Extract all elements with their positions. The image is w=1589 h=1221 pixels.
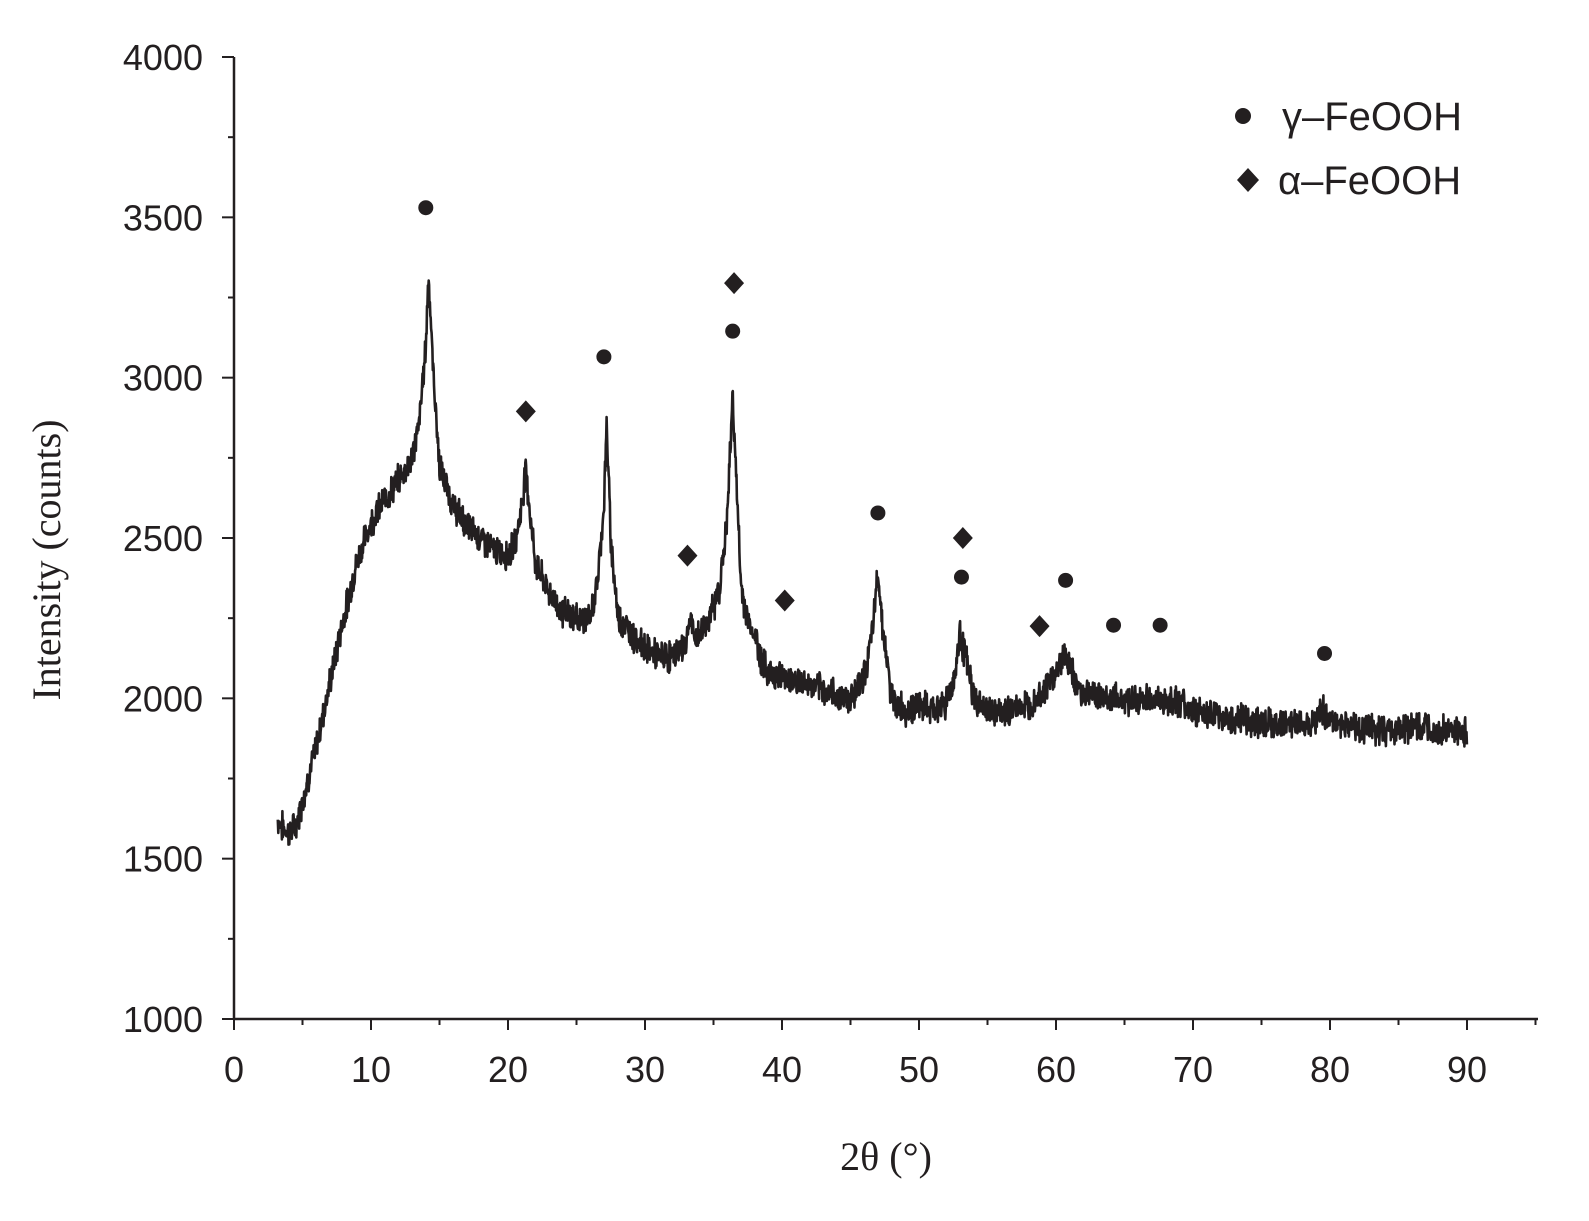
legend-diamond-marker	[1237, 168, 1259, 192]
y-tick-label: 3000	[123, 358, 203, 399]
alpha-feooh-peak-marker	[515, 400, 536, 423]
x-tick-label: 60	[1036, 1049, 1076, 1090]
y-tick-label: 1000	[123, 999, 203, 1040]
series-line	[276, 279, 1469, 846]
gamma-feooh-peak-marker	[953, 569, 969, 585]
legend-label-gamma-feooh: γ–FeOOH	[1282, 95, 1462, 139]
x-tick-label: 40	[762, 1049, 802, 1090]
alpha-feooh-peak-marker	[677, 544, 698, 567]
x-tick-labels: 0 10 20 30 40 50 60 70 80 90	[224, 1049, 1487, 1090]
x-tick-label: 70	[1173, 1049, 1213, 1090]
x-tick-label: 0	[224, 1049, 244, 1090]
alpha-feooh-peak-marker	[952, 527, 973, 549]
alpha-feooh-peak-marker	[1029, 615, 1050, 638]
gamma-feooh-peak-marker	[870, 505, 886, 521]
peak-markers	[418, 200, 1333, 661]
x-tick-label: 90	[1447, 1049, 1487, 1090]
x-tick-label: 50	[899, 1049, 939, 1090]
gamma-feooh-peak-marker	[418, 200, 434, 216]
x-tick-label: 80	[1310, 1049, 1350, 1090]
alpha-feooh-peak-marker	[724, 272, 745, 295]
x-tick-label: 20	[488, 1049, 528, 1090]
y-tick-label: 2000	[123, 678, 203, 719]
y-tick-label: 2500	[123, 518, 203, 559]
gamma-feooh-peak-marker	[1152, 617, 1168, 633]
y-tick-label: 1500	[123, 839, 203, 880]
legend: γ–FeOOH α–FeOOH	[1235, 95, 1462, 203]
y-tick-label: 3500	[123, 197, 203, 238]
gamma-feooh-peak-marker	[1106, 617, 1122, 633]
y-tick-label: 4000	[123, 37, 203, 78]
gamma-feooh-peak-marker	[596, 349, 612, 365]
x-tick-label: 10	[351, 1049, 391, 1090]
y-tick-labels: 1000 1500 2000 2500 3000 3500 4000	[123, 37, 203, 1040]
legend-label-alpha-feooh: α–FeOOH	[1278, 159, 1461, 203]
legend-circle-marker	[1235, 108, 1251, 124]
y-axis-title: Intensity (counts)	[24, 419, 69, 700]
gamma-feooh-peak-marker	[725, 323, 741, 339]
gamma-feooh-peak-marker	[1317, 645, 1333, 661]
gamma-feooh-peak-marker	[1058, 572, 1074, 588]
x-ticks	[233, 1019, 1537, 1030]
x-tick-label: 30	[625, 1049, 665, 1090]
x-axis-title: 2θ (°)	[840, 1134, 932, 1179]
y-ticks	[222, 56, 234, 1020]
alpha-feooh-peak-marker	[774, 589, 795, 612]
